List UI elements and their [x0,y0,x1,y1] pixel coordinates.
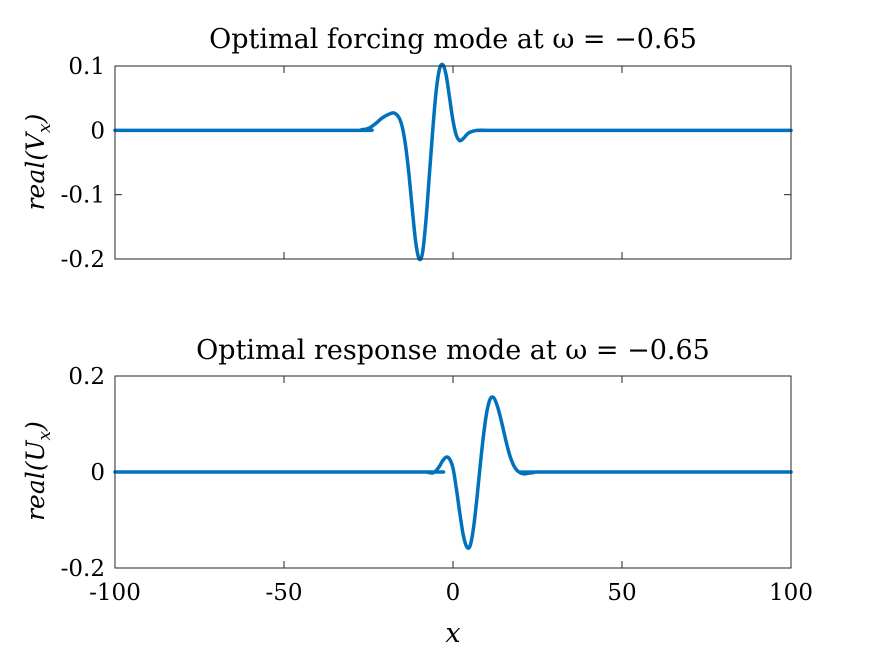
x-axis-label: x [445,618,460,649]
forcing-ytick-label: -0.1 [61,183,105,209]
response-title: Optimal response mode at ω = −0.65 [196,335,710,366]
response-ytick-label: 0 [90,460,105,486]
response-series [113,395,793,550]
forcing-title: Optimal forcing mode at ω = −0.65 [209,24,697,55]
forcing-ytick-label: -0.2 [61,247,105,273]
response-ytick-labels: -0.2 0 0.2 [61,364,105,582]
forcing-ticks [114,65,792,260]
response-xtick-labels: -100 -50 0 50 100 [89,580,813,606]
forcing-series [113,62,793,262]
forcing-axes-box [114,65,792,260]
forcing-ytick-labels: -0.2 -0.1 0 0.1 [61,54,105,273]
forcing-ylabel: real(Vx) [21,114,55,211]
forcing-ytick-label: 0.1 [68,54,105,80]
response-xtick-label: -100 [89,580,141,606]
response-xtick-label: 0 [446,580,461,606]
response-series-line-response [113,395,793,550]
response-ylabel: real(Ux) [21,421,55,521]
forcing-mode-panel: Optimal forcing mode at ω = −0.65 real(V… [21,24,793,273]
response-ytick-label: -0.2 [61,556,105,582]
response-xtick-label: 50 [607,580,636,606]
response-xtick-label: 100 [769,580,813,606]
response-mode-panel: Optimal response mode at ω = −0.65 real(… [21,335,813,649]
response-ytick-label: 0.2 [68,364,105,390]
forcing-series-line-forcing [113,62,793,262]
response-xtick-label: -50 [265,580,302,606]
response-axes-box [114,375,792,569]
forcing-ytick-label: 0 [90,118,105,144]
